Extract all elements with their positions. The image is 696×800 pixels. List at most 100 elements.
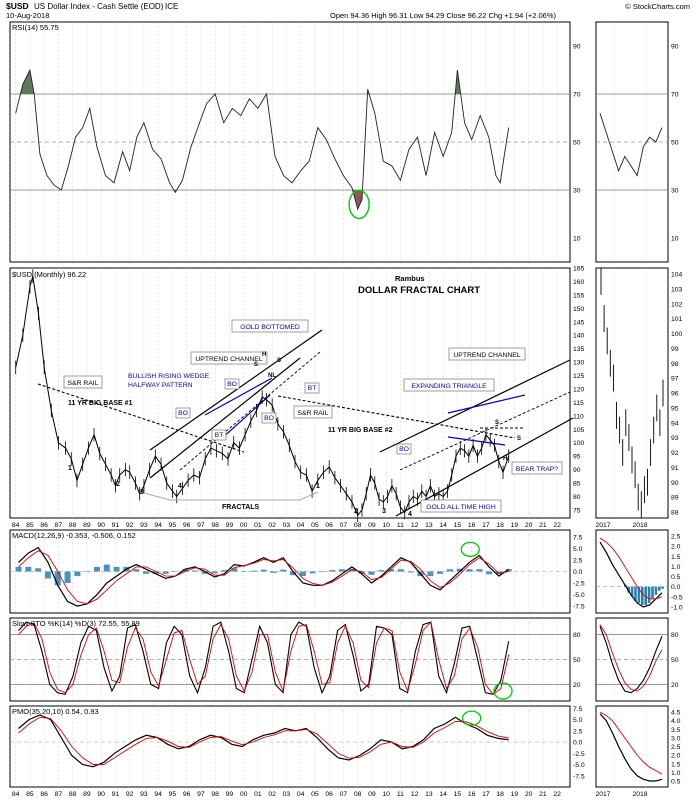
macd-histogram-bar <box>35 568 42 572</box>
macd-y-tick: 2.5 <box>573 557 583 564</box>
pmo-y-tick: -2.5 <box>573 751 585 758</box>
macd-y-tick: -5.0 <box>573 592 585 599</box>
x-tick-label: 11 <box>397 522 404 529</box>
x-tick-label: 16 <box>468 791 476 798</box>
price-y-tick: 105 <box>573 427 585 434</box>
low-number-5: 2 <box>354 508 358 515</box>
macd-histogram-bar <box>142 571 149 574</box>
big-base-1-label: 11 YR BIG BASE #1 <box>68 400 133 407</box>
price-side-y-tick: 88 <box>671 510 679 517</box>
low-number-7: 4 <box>408 511 412 518</box>
rsi-side-line <box>599 113 663 177</box>
bear-trap-label-box <box>511 461 563 475</box>
nl-marker-3: NL <box>268 373 276 379</box>
x-tick-label: 91 <box>112 522 120 529</box>
x-tick-label: 86 <box>40 791 48 798</box>
bo-label-2-box <box>396 443 412 455</box>
macd-side-bar <box>641 586 644 605</box>
x-tick-label: 92 <box>126 791 134 798</box>
price-y-tick: 120 <box>573 386 585 393</box>
annotations-layer: Rambus DOLLAR FRACTAL CHART GOLD BOTTOMED U… <box>37 274 574 518</box>
macd-side-bar <box>658 586 661 591</box>
x-tick-label: 94 <box>154 522 162 529</box>
x-tick-label: 95 <box>169 791 177 798</box>
x-tick-label: 90 <box>97 791 105 798</box>
chart-main-title: DOLLAR FRACTAL CHART <box>358 285 480 296</box>
macd-histogram-bar <box>358 571 365 574</box>
x-tick-label: 07 <box>340 522 348 529</box>
x-tick-label: 03 <box>283 791 291 798</box>
x-tick-label: 88 <box>69 522 77 529</box>
exchange: ICE <box>165 2 178 11</box>
macd-histogram-bar <box>172 571 179 572</box>
s-marker-1: S <box>254 362 258 368</box>
sto-title: Slow STO %K(14) %D(3) 72.55, 55.89 <box>12 619 140 628</box>
macd-histogram-bar <box>339 569 346 572</box>
x-tick-label: 17 <box>482 522 490 529</box>
macd-histogram-bar <box>15 566 22 572</box>
x-tick-label: 19 <box>511 791 519 798</box>
pmo-side-y-tick: 2.5 <box>671 744 681 751</box>
x-tick-label: 89 <box>83 791 91 798</box>
macd-histogram-bar <box>427 571 434 577</box>
pmo-signal-line <box>18 716 509 765</box>
macd-histogram-bar <box>64 571 71 584</box>
x-tick-label: 14 <box>439 522 447 529</box>
macd-side-y-tick: 0.0 <box>671 584 681 591</box>
price-y-tick: 125 <box>573 373 585 380</box>
price-y-tick: 95 <box>573 454 581 461</box>
macd-histogram-bar <box>270 571 277 573</box>
x-tick-label: 02 <box>268 522 276 529</box>
macd-side-y-tick: 1.5 <box>671 554 681 561</box>
x-tick-label: 19 <box>511 522 519 529</box>
pmo-side-signal <box>599 711 663 775</box>
macd-histogram-bar <box>133 569 140 572</box>
macd-histogram-bar <box>407 571 414 573</box>
rsi-side-y-tick: 70 <box>671 92 679 99</box>
instrument-name: US Dollar Index - Cash Settle (EOD) <box>34 2 164 11</box>
macd-histogram-bar <box>505 569 512 572</box>
bo-label-0: BO <box>178 410 188 417</box>
triangle-lower <box>447 436 506 446</box>
macd-side-bar <box>630 586 634 597</box>
bt-label-3-box <box>211 429 227 441</box>
price-side-y-tick: 103 <box>671 286 683 293</box>
macd-side-y-tick: 1.0 <box>671 564 681 571</box>
x-tick-label: 06 <box>325 791 333 798</box>
price-side-y-tick: 99 <box>671 346 679 353</box>
price-side-y-tick: 94 <box>671 420 679 427</box>
pmo-side-frame <box>595 705 669 788</box>
price-y-tick: 130 <box>573 360 585 367</box>
fractals-brace <box>139 491 319 501</box>
x-tick-label: 08 <box>354 522 362 529</box>
triangle-upper <box>447 394 526 414</box>
x-tick-label: 88 <box>69 791 77 798</box>
price-y-tick: 80 <box>573 494 581 501</box>
x-tick-label: 17 <box>482 791 490 798</box>
macd-histogram-bar <box>388 569 395 572</box>
price-side-y-tick: 96 <box>671 391 679 398</box>
macd-histogram-bar <box>221 570 228 572</box>
pmo-main-frame <box>9 705 571 788</box>
x-tick-label: 04 <box>297 791 305 798</box>
macd-signal-line <box>18 550 509 605</box>
uptrend-channel-1-label: UPTREND CHANNEL <box>195 356 262 363</box>
macd-histogram-bar <box>54 571 61 586</box>
x-tick-label: 92 <box>126 522 134 529</box>
bear-trap-label: BEAR TRAP? <box>516 466 558 473</box>
macd-histogram-bar <box>486 571 493 575</box>
pmo-title: PMO(35,20,10) 0.54, 0.93 <box>12 707 99 716</box>
bt-label-3: BT <box>215 432 224 439</box>
price-y-tick: 90 <box>573 467 581 474</box>
macd-side-y-tick: -0.5 <box>671 594 683 601</box>
pmo-side-line <box>599 713 663 782</box>
pmo-side-y-tick: 4.0 <box>671 718 681 725</box>
x-tick-label: 89 <box>83 522 91 529</box>
wedge-lower <box>219 394 271 441</box>
x-tick-label: 15 <box>454 791 462 798</box>
sto-y-tick: 20 <box>573 682 581 689</box>
rsi-side-y-tick: 90 <box>671 44 679 51</box>
x-tick-label: 98 <box>211 791 219 798</box>
macd-histogram-bar <box>152 571 159 574</box>
